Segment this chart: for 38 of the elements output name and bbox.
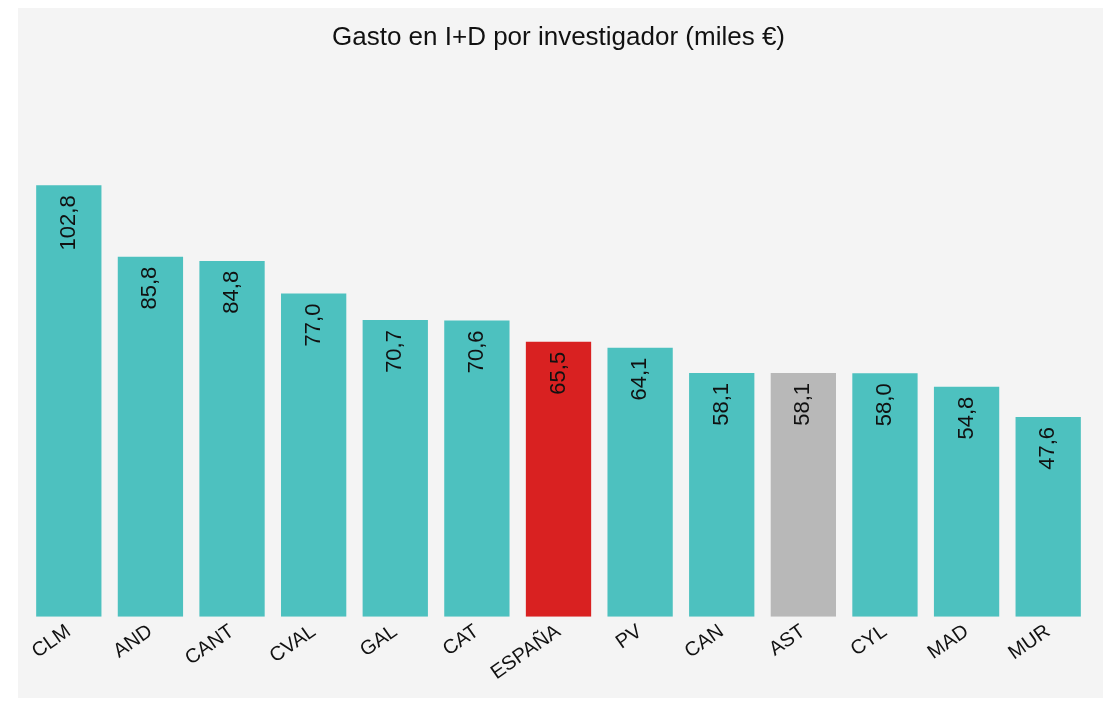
chart-title: Gasto en I+D por investigador (miles €) — [331, 20, 786, 51]
data-label: 58,1 — [789, 382, 815, 426]
data-label: 65,5 — [544, 351, 570, 395]
bar — [607, 347, 673, 617]
bar — [199, 260, 265, 617]
data-label: 47,6 — [1034, 426, 1060, 470]
x-tick-label: GAL — [355, 619, 401, 661]
x-tick-label: AST — [764, 619, 809, 660]
data-label: 85,8 — [136, 266, 162, 310]
data-label: 70,6 — [462, 330, 488, 374]
bar — [1015, 416, 1081, 617]
data-label: 58,0 — [871, 383, 897, 427]
bar — [852, 373, 918, 617]
bar — [770, 372, 836, 617]
x-tick-label: CAN — [680, 619, 728, 662]
data-label: 84,8 — [218, 270, 244, 314]
data-label: 102,8 — [54, 195, 80, 251]
bar — [933, 386, 1000, 617]
bar — [525, 341, 592, 617]
data-label: 54,8 — [952, 396, 978, 440]
data-label: 70,7 — [381, 330, 407, 373]
x-tick-label: CLM — [27, 619, 75, 662]
bar — [281, 293, 347, 617]
x-tick-label: CAT — [438, 619, 483, 660]
x-tick-label: AND — [108, 619, 156, 662]
data-label: 64,1 — [626, 357, 652, 401]
bar — [36, 185, 102, 617]
data-label: 58,1 — [707, 382, 733, 426]
bar — [117, 256, 184, 617]
x-tick-label: MAD — [923, 619, 973, 663]
bar — [444, 320, 510, 617]
x-tick-label: CVAL — [264, 619, 320, 667]
x-tick-label: MUR — [1003, 619, 1054, 664]
bar — [362, 320, 428, 617]
data-label: 77,0 — [299, 303, 325, 347]
x-tick-label: CYL — [845, 619, 891, 660]
x-tick-label: PV — [611, 618, 647, 653]
bar — [689, 372, 755, 617]
